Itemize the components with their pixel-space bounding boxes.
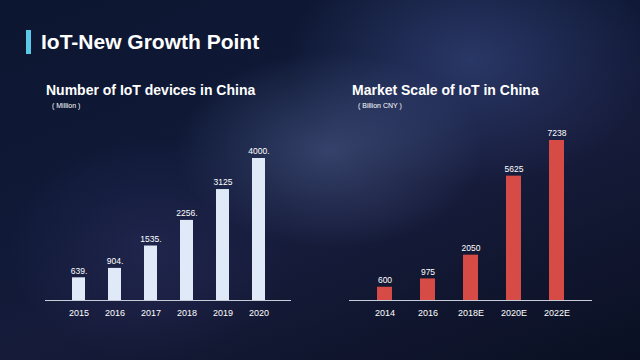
svg-text:3125: 3125 [214,177,233,187]
svg-text:2020E: 2020E [501,308,527,318]
svg-text:2019: 2019 [213,308,233,318]
svg-text:1535.: 1535. [140,234,161,244]
html-text:( Million ): ( Million ) [52,102,81,109]
svg-text:2014: 2014 [375,308,395,318]
svg-text:975: 975 [421,267,435,277]
svg-text:600: 600 [378,275,392,285]
svg-text:2016: 2016 [105,308,125,318]
html-text:IoT-New Growth Point: IoT-New Growth Point [41,30,260,53]
svg-text:2256.: 2256. [176,208,197,218]
svg-text:2015: 2015 [69,308,89,318]
html-text:( Billion CNY ): ( Billion CNY ) [358,102,402,109]
html-text:Market Scale of IoT in China: Market Scale of IoT in China [352,82,539,98]
svg-text:2017: 2017 [141,308,161,318]
svg-text:904.: 904. [107,256,124,266]
svg-text:5625: 5625 [505,164,524,174]
svg-text:639.: 639. [71,266,88,276]
svg-text:7238: 7238 [548,128,567,138]
svg-text:2022E: 2022E [544,308,570,318]
svg-text:2020: 2020 [249,308,269,318]
svg-text:2016: 2016 [418,308,438,318]
html-text:Number of IoT devices in China: Number of IoT devices in China [46,82,256,98]
svg-text:2018E: 2018E [458,308,484,318]
svg-text:4000.: 4000. [248,146,269,156]
svg-text:2018: 2018 [177,308,197,318]
svg-text:2050: 2050 [462,243,481,253]
